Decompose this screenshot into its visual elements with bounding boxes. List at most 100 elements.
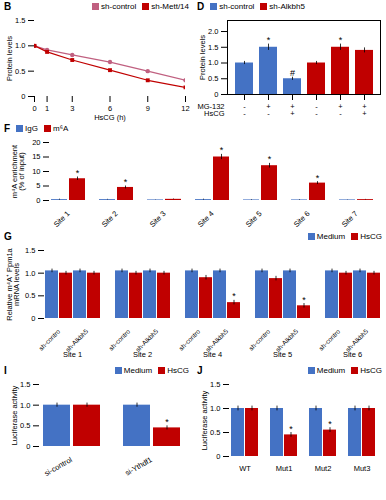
svg-text:sh-contro: sh-contro bbox=[247, 327, 271, 351]
svg-text:0: 0 bbox=[214, 90, 218, 99]
html-text:HsCG: HsCG bbox=[360, 365, 382, 375]
svg-text:--: -- bbox=[243, 102, 246, 119]
html-text:HsCG: HsCG bbox=[167, 365, 189, 375]
html-text:Medium: Medium bbox=[123, 365, 153, 375]
html-text:sh-control: sh-control bbox=[219, 1, 255, 11]
svg-text:MG-132HsCG: MG-132HsCG bbox=[197, 102, 224, 119]
svg-text:1.0: 1.0 bbox=[25, 269, 35, 278]
svg-text:si-Ythdf1: si-Ythdf1 bbox=[124, 455, 154, 476]
svg-text:10: 10 bbox=[32, 167, 40, 176]
svg-text:sh-Alkbh5: sh-Alkbh5 bbox=[64, 327, 90, 353]
svg-text:+-: +- bbox=[338, 102, 343, 119]
svg-text:3: 3 bbox=[70, 104, 74, 113]
svg-text:Site 1: Site 1 bbox=[62, 349, 83, 359]
svg-text:*: * bbox=[316, 173, 320, 183]
html-text:HsCG: HsCG bbox=[360, 231, 382, 241]
svg-text:1.5: 1.5 bbox=[15, 16, 25, 25]
html-text:sh-Mett/14: sh-Mett/14 bbox=[151, 1, 189, 11]
svg-text:Site 5: Site 5 bbox=[244, 209, 264, 229]
svg-text:15: 15 bbox=[32, 152, 40, 161]
svg-text:20: 20 bbox=[32, 138, 40, 147]
svg-text:sh-Alkbh5: sh-Alkbh5 bbox=[204, 327, 230, 353]
svg-text:HsCG (h): HsCG (h) bbox=[94, 113, 126, 122]
svg-text:+-: +- bbox=[266, 102, 271, 119]
svg-text:*: * bbox=[302, 295, 306, 305]
svg-text:Mut1: Mut1 bbox=[276, 464, 293, 473]
svg-text:Site 4: Site 4 bbox=[202, 349, 223, 359]
html-text:m⁶A: m⁶A bbox=[53, 123, 69, 133]
svg-text:Luciferase activity: Luciferase activity bbox=[200, 390, 209, 450]
svg-text:Mut3: Mut3 bbox=[354, 464, 371, 473]
html-text:sh-control: sh-control bbox=[101, 1, 137, 11]
html-text:Medium: Medium bbox=[316, 365, 346, 375]
svg-text:*: * bbox=[220, 145, 224, 155]
svg-text:1.5: 1.5 bbox=[210, 380, 220, 389]
svg-text:Site 4: Site 4 bbox=[196, 209, 216, 229]
svg-text:sh-contro: sh-contro bbox=[177, 327, 201, 351]
svg-text:12: 12 bbox=[181, 104, 189, 113]
svg-text:1: 1 bbox=[45, 104, 49, 113]
svg-text:Protein levels: Protein levels bbox=[5, 36, 14, 81]
svg-text:9: 9 bbox=[146, 104, 150, 113]
svg-text:*: * bbox=[328, 419, 332, 429]
svg-text:Mut2: Mut2 bbox=[315, 464, 332, 473]
svg-text:Site 2: Site 2 bbox=[132, 349, 153, 359]
svg-text:0.5: 0.5 bbox=[15, 67, 25, 76]
svg-text:Site 3: Site 3 bbox=[148, 209, 168, 229]
svg-text:0.5: 0.5 bbox=[210, 428, 220, 437]
svg-text:Site 2: Site 2 bbox=[100, 209, 120, 229]
svg-text:1.0: 1.0 bbox=[15, 41, 25, 50]
svg-text:1.5: 1.5 bbox=[208, 43, 218, 52]
svg-text:5: 5 bbox=[36, 181, 40, 190]
svg-text:0: 0 bbox=[36, 196, 40, 205]
svg-text:WT: WT bbox=[239, 464, 251, 473]
svg-text:0: 0 bbox=[32, 104, 36, 113]
svg-text:sh-contro: sh-contro bbox=[37, 327, 61, 351]
svg-text:Luciferase activity: Luciferase activity bbox=[10, 385, 19, 445]
svg-text:*: * bbox=[289, 424, 293, 434]
svg-text:++: ++ bbox=[362, 102, 367, 119]
svg-text:0: 0 bbox=[21, 92, 25, 101]
svg-text:0.5: 0.5 bbox=[25, 291, 35, 300]
html-text:B: B bbox=[4, 0, 12, 12]
svg-text:Protein levels: Protein levels bbox=[198, 35, 207, 80]
svg-text:#: # bbox=[290, 68, 295, 78]
svg-text:0: 0 bbox=[216, 452, 220, 461]
svg-text:0.5: 0.5 bbox=[208, 74, 218, 83]
svg-text:*: * bbox=[76, 168, 80, 178]
svg-text:--: -- bbox=[315, 102, 318, 119]
svg-text:1.0: 1.0 bbox=[20, 401, 30, 410]
svg-text:sh-Alkbh5: sh-Alkbh5 bbox=[274, 327, 300, 353]
svg-text:Site 6: Site 6 bbox=[342, 349, 363, 359]
html-text:IgG: IgG bbox=[25, 123, 38, 133]
svg-text:Relative m⁴A⁺ Ppm1amRNA levels: Relative m⁴A⁺ Ppm1amRNA levels bbox=[5, 247, 22, 320]
svg-text:*: * bbox=[339, 35, 343, 45]
svg-text:++: ++ bbox=[290, 102, 295, 119]
svg-text:*: * bbox=[124, 177, 128, 187]
svg-text:Site 7: Site 7 bbox=[340, 209, 360, 229]
svg-text:1.5: 1.5 bbox=[25, 246, 35, 255]
svg-text:sh-Alkbh5: sh-Alkbh5 bbox=[134, 327, 160, 353]
svg-text:1.0: 1.0 bbox=[210, 404, 220, 413]
html-text:sh-Alkbh5: sh-Alkbh5 bbox=[269, 1, 305, 11]
svg-text:Site 5: Site 5 bbox=[272, 349, 293, 359]
svg-text:*: * bbox=[267, 35, 271, 45]
svg-text:0: 0 bbox=[26, 442, 30, 451]
svg-text:1.0: 1.0 bbox=[208, 58, 218, 67]
svg-text:6: 6 bbox=[108, 104, 112, 113]
html-text:Medium: Medium bbox=[316, 231, 346, 241]
svg-text:2.0: 2.0 bbox=[208, 27, 218, 36]
svg-text:si-control: si-control bbox=[43, 455, 74, 476]
svg-text:sh-Alkbh5: sh-Alkbh5 bbox=[344, 327, 370, 353]
svg-text:0.5: 0.5 bbox=[20, 421, 30, 430]
svg-text:0: 0 bbox=[31, 314, 35, 323]
svg-text:*: * bbox=[165, 417, 169, 427]
svg-text:*: * bbox=[232, 291, 236, 301]
svg-text:*: * bbox=[268, 154, 272, 164]
svg-text:sh-contro: sh-contro bbox=[107, 327, 131, 351]
svg-text:sh-contro: sh-contro bbox=[317, 327, 341, 351]
svg-text:1.5: 1.5 bbox=[20, 380, 30, 389]
svg-text:Site 6: Site 6 bbox=[292, 209, 312, 229]
svg-text:m⁴A enrichment(% of input): m⁴A enrichment(% of input) bbox=[10, 144, 27, 198]
svg-text:Site 1: Site 1 bbox=[52, 209, 72, 229]
